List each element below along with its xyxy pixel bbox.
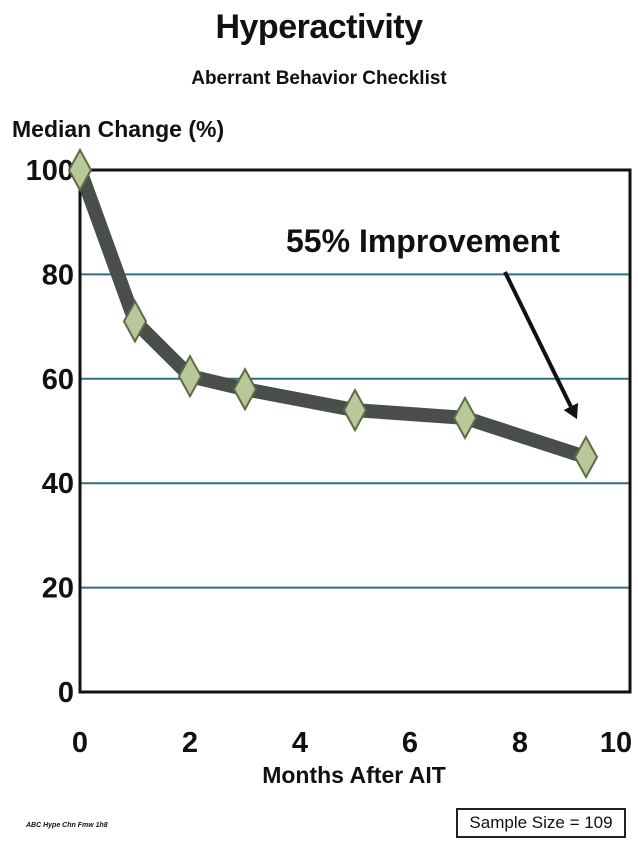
data-point-marker xyxy=(573,435,599,480)
y-tick-label: 80 xyxy=(42,259,74,291)
y-tick-labels: 0 20 40 60 80 100 xyxy=(26,155,74,709)
x-tick-label: 2 xyxy=(182,727,198,759)
data-point-marker xyxy=(67,147,93,193)
data-point-marker xyxy=(452,395,478,441)
annotation-arrow xyxy=(503,271,573,408)
y-tick-label: 20 xyxy=(42,573,74,605)
data-point-marker xyxy=(232,367,258,412)
data-point-marker xyxy=(122,299,148,344)
chart-title: Hyperactivity xyxy=(215,8,423,46)
data-markers xyxy=(67,147,599,480)
y-tick-label: 100 xyxy=(26,155,74,187)
x-tick-label: 6 xyxy=(402,727,418,759)
plot-frame xyxy=(78,168,632,694)
y-tick-label: 60 xyxy=(42,364,74,396)
x-tick-label: 4 xyxy=(292,727,308,759)
y-tick-label: 40 xyxy=(42,468,74,500)
y-axis-label: Median Change (%) xyxy=(12,116,225,142)
x-tick-labels: 0 2 4 6 8 10 xyxy=(72,727,632,759)
x-tick-label: 0 xyxy=(72,727,88,759)
data-point-marker xyxy=(342,388,368,433)
data-point-marker xyxy=(177,354,203,399)
gridlines xyxy=(80,273,630,589)
x-tick-label: 10 xyxy=(600,727,632,759)
series-line xyxy=(73,163,593,465)
y-tick-label: 0 xyxy=(58,677,74,709)
footnote: ABC Hype Chn Fmw 1h8 xyxy=(26,822,108,829)
x-tick-label: 8 xyxy=(512,727,528,759)
annotation-arrowhead xyxy=(563,403,579,420)
x-axis-label: Months After AIT xyxy=(262,762,446,788)
sample-size-box: Sample Size = 109 xyxy=(456,808,626,838)
annotation-label: 55% Improvement xyxy=(286,223,560,259)
chart-subtitle: Aberrant Behavior Checklist xyxy=(191,68,447,89)
